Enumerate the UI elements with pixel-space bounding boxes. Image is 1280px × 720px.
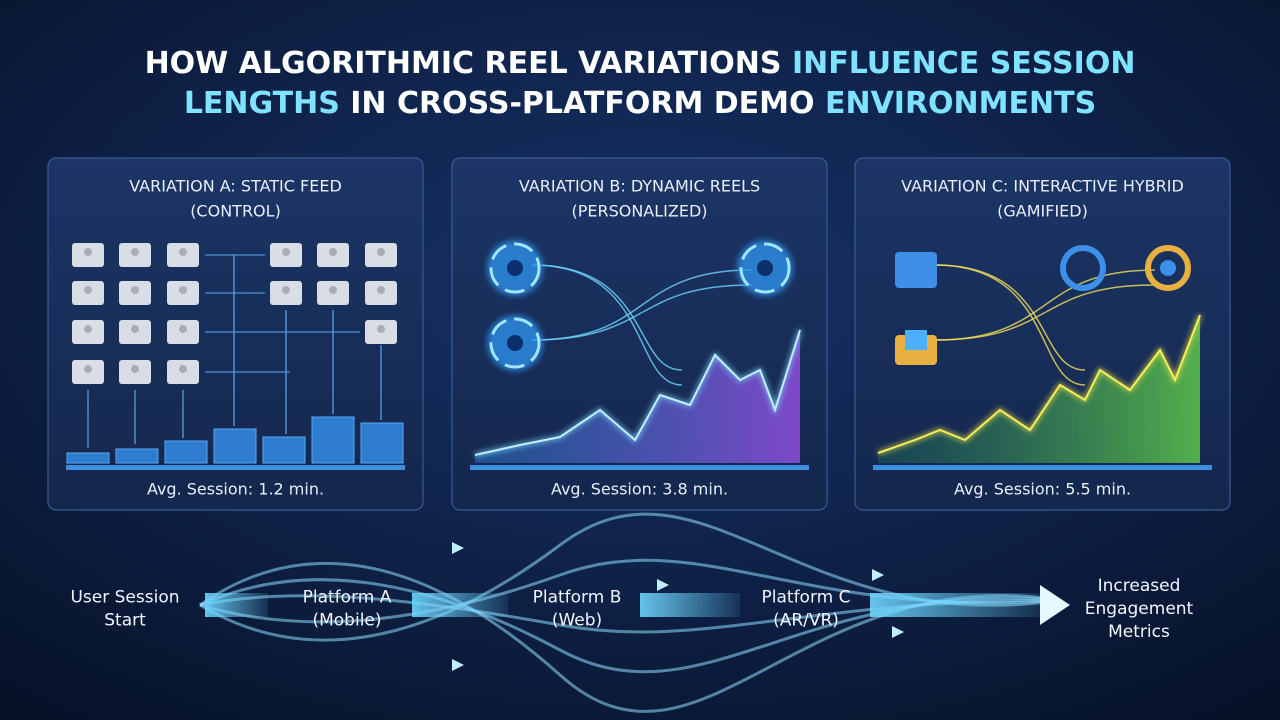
- flow-arrowhead: [892, 626, 904, 638]
- flow-beam: [199, 558, 1061, 624]
- icon-head: [131, 325, 139, 333]
- flow-label: (Mobile): [312, 611, 381, 631]
- title-segment: IN CROSS-PLATFORM DEMO: [340, 86, 825, 121]
- ring-icon: [1060, 245, 1106, 291]
- flow-label: Start: [104, 611, 146, 631]
- baseline: [66, 465, 405, 470]
- title-segment: HOW ALGORITHMIC REEL VARIATIONS: [145, 46, 792, 81]
- icon-head: [84, 365, 92, 373]
- swirl-core: [507, 260, 523, 276]
- cube-top: [905, 330, 927, 350]
- flow-arrowhead: [452, 659, 464, 671]
- cube-icon: [895, 252, 937, 288]
- icon-head: [282, 248, 290, 256]
- flow-curve: [934, 269, 1156, 341]
- swirl: [489, 242, 541, 294]
- title-line: LENGTHS IN CROSS-PLATFORM DEMO ENVIRONME…: [184, 86, 1096, 121]
- swirl-core: [757, 260, 773, 276]
- flow-curve: [934, 264, 1086, 386]
- swirl: [739, 242, 791, 294]
- ring-icon: [1145, 245, 1191, 291]
- icon-head: [179, 286, 187, 294]
- icon-head: [377, 286, 385, 294]
- panel-title: VARIATION B: DYNAMIC REELS: [519, 177, 760, 196]
- decor-bar: [360, 422, 404, 464]
- decor-bar: [164, 440, 208, 464]
- flow-label: Platform B: [533, 588, 622, 608]
- icon-head: [131, 248, 139, 256]
- flow-beam: [199, 594, 1061, 634]
- swirl: [489, 317, 541, 369]
- flow-label: Platform C: [762, 588, 851, 608]
- panel-footer: Avg. Session: 1.2 min.: [147, 480, 324, 499]
- decor-area: [878, 315, 1200, 463]
- icon-head: [84, 286, 92, 294]
- flow-curve: [531, 269, 753, 341]
- decor-bar: [115, 448, 159, 464]
- decor-area: [475, 330, 800, 463]
- title-line: HOW ALGORITHMIC REEL VARIATIONS INFLUENC…: [145, 46, 1136, 81]
- flow-label: Platform A: [303, 588, 392, 608]
- flow-bar: [205, 593, 268, 617]
- flow-label: (AR/VR): [773, 611, 839, 631]
- panel-footer: Avg. Session: 5.5 min.: [954, 480, 1131, 499]
- flow-curve: [531, 264, 683, 386]
- baseline: [873, 465, 1212, 470]
- flow-label: (Web): [552, 611, 602, 631]
- icon-head: [84, 325, 92, 333]
- swirl-core: [507, 335, 523, 351]
- flow-label: Increased: [1098, 576, 1181, 596]
- flow-beam: [199, 512, 1061, 642]
- icon-head: [329, 248, 337, 256]
- flow-label: Metrics: [1108, 622, 1170, 642]
- decor-line: [474, 329, 801, 456]
- panel: VARIATION C: INTERACTIVE HYBRID (GAMIFIED…: [854, 157, 1231, 511]
- panel-title: (GAMIFIED): [997, 202, 1088, 221]
- decor-bar: [262, 436, 306, 464]
- flow-bar: [870, 593, 1040, 617]
- flow-curve: [531, 284, 753, 341]
- flow: User Session Start Platform A (Mobile) Platf…: [70, 512, 1194, 713]
- flow-bar: [412, 593, 508, 617]
- panel-title: VARIATION A: STATIC FEED: [129, 177, 342, 196]
- decor-bar: [213, 428, 257, 464]
- icon-head: [179, 365, 187, 373]
- flow-label: User Session: [70, 588, 179, 608]
- decor-bar: [66, 452, 110, 464]
- panel: VARIATION A: STATIC FEED (CONTROL) Avg. Se…: [47, 157, 424, 511]
- title-segment: INFLUENCE SESSION: [792, 46, 1135, 81]
- flow-bar: [640, 593, 740, 617]
- decor-line: [877, 314, 1201, 454]
- icon-head: [84, 248, 92, 256]
- icon-head: [377, 248, 385, 256]
- decor-bar: [311, 416, 355, 464]
- icon-head: [179, 248, 187, 256]
- flow-label: Engagement: [1085, 599, 1194, 619]
- panel-footer: Avg. Session: 3.8 min.: [551, 480, 728, 499]
- icon-head: [282, 286, 290, 294]
- flow-curve: [934, 284, 1156, 341]
- flow-arrowhead: [452, 542, 464, 554]
- panel-title: (PERSONALIZED): [571, 202, 707, 221]
- icon-head: [179, 325, 187, 333]
- panel-title: VARIATION C: INTERACTIVE HYBRID: [901, 177, 1184, 196]
- icon-head: [329, 286, 337, 294]
- panel: VARIATION B: DYNAMIC REELS (PERSONALIZED)…: [451, 157, 828, 511]
- flow-arrowhead: [872, 569, 884, 581]
- panels: VARIATION A: STATIC FEED (CONTROL) Avg. Se…: [47, 157, 1231, 511]
- title: HOW ALGORITHMIC REEL VARIATIONS INFLUENC…: [145, 46, 1136, 121]
- flow-arrowhead: [657, 579, 669, 591]
- icon-head: [131, 365, 139, 373]
- icon-head: [377, 325, 385, 333]
- title-segment: ENVIRONMENTS: [825, 86, 1096, 121]
- icon-head: [131, 286, 139, 294]
- ring-core: [1160, 260, 1176, 276]
- title-segment: LENGTHS: [184, 86, 340, 121]
- baseline: [470, 465, 809, 470]
- panel-title: (CONTROL): [190, 202, 281, 221]
- flow-arrow: [1040, 585, 1070, 625]
- flow-beam: [199, 561, 1061, 713]
